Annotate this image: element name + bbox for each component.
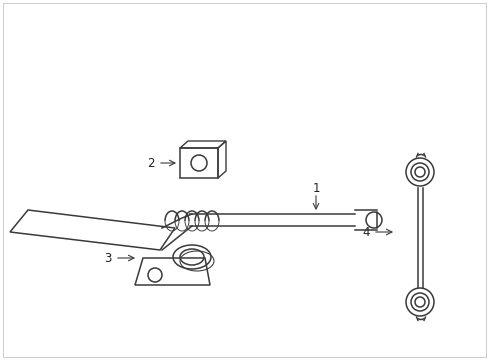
- Text: 2: 2: [147, 157, 155, 170]
- Text: 4: 4: [362, 225, 369, 239]
- Text: 1: 1: [312, 182, 319, 195]
- Circle shape: [414, 167, 424, 177]
- Circle shape: [414, 297, 424, 307]
- Text: 3: 3: [104, 252, 112, 265]
- Bar: [180, 148, 218, 178]
